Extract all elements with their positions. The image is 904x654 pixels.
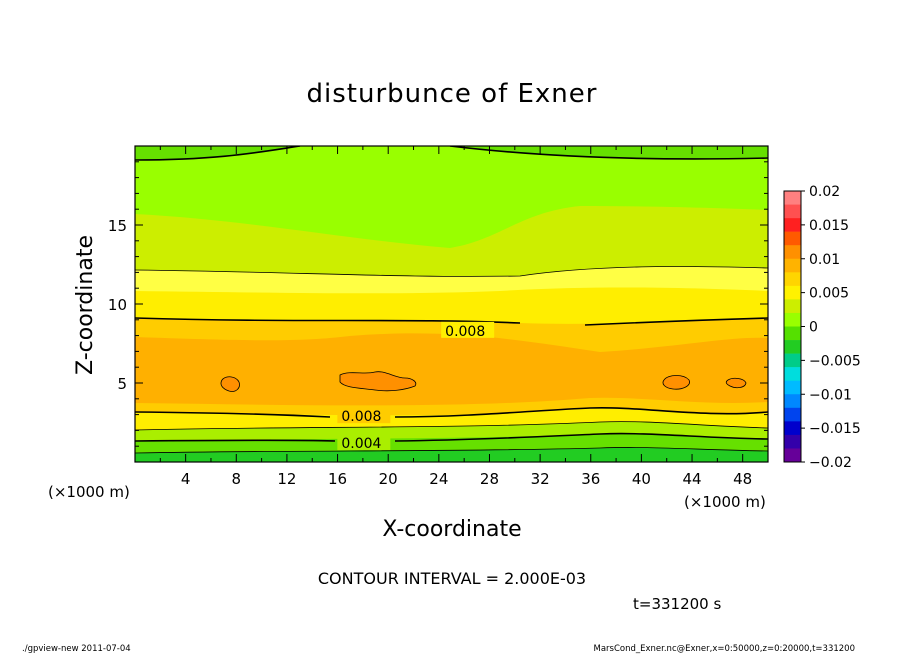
colorbar-cell <box>784 448 801 463</box>
colorbar-cell <box>784 218 801 232</box>
y-tick-label: 10 <box>108 296 127 314</box>
colorbar-cell <box>784 191 801 205</box>
contour-label-bg <box>337 407 391 424</box>
contour-line-9 <box>135 317 768 326</box>
contour-line-top <box>135 146 768 161</box>
contour-label-bg <box>441 321 495 338</box>
colorbar-label: 0.01 <box>809 252 840 268</box>
x-tick-label: 20 <box>379 470 398 488</box>
colorbar-label: 0.02 <box>809 184 840 200</box>
colorbar-cell <box>784 340 801 354</box>
x-axis-label: X-coordinate <box>382 517 521 542</box>
contour-label: 0.008 <box>445 324 485 340</box>
contour-label-bg <box>337 434 391 451</box>
x-tick-label: 32 <box>531 470 550 488</box>
contour-label: 0.008 <box>341 409 381 425</box>
colorbar-cell <box>784 367 801 381</box>
colorbar-cell <box>784 245 801 260</box>
contour-label: 0.004 <box>341 436 381 452</box>
blob-orange-1 <box>220 376 240 392</box>
colorbar-label: −0.01 <box>809 387 852 403</box>
contour-line-12 <box>135 266 768 277</box>
colorbar-cell <box>784 394 801 409</box>
colorbar-cell <box>784 434 801 449</box>
band-green-top <box>135 146 768 160</box>
x-tick-label: 12 <box>277 470 296 488</box>
x-tick-label: 16 <box>328 470 347 488</box>
colorbar-cell <box>784 312 801 327</box>
band-bright-green <box>135 146 768 248</box>
chart-title: disturbunce of Exner <box>307 79 598 109</box>
footer-right-text: MarsCond_Exner.nc@Exner,x=0:50000,z=0:20… <box>593 644 855 654</box>
contour-line-3 <box>135 406 768 418</box>
colorbar-label: −0.015 <box>809 421 861 437</box>
x-tick-label: 8 <box>232 470 242 488</box>
footer-left-text: ./gpview-new 2011-07-04 <box>22 644 131 654</box>
x-tick-label: 4 <box>181 470 191 488</box>
y-tick-label: 5 <box>117 375 127 393</box>
contour-line-2 <box>135 421 768 431</box>
colorbar-cell <box>784 204 801 219</box>
z-unit-label: (×1000 m) <box>684 493 766 511</box>
x-tick-label: 36 <box>581 470 600 488</box>
colorbar-cell <box>784 231 801 246</box>
colorbar-cell <box>784 326 801 341</box>
blob-orange-2 <box>339 371 417 392</box>
colorbar-cell <box>784 421 801 436</box>
colorbar-cell <box>784 353 801 368</box>
colorbar-label: −0.02 <box>809 455 852 471</box>
x-tick-label: 40 <box>632 470 651 488</box>
blob-orange-4 <box>725 377 747 389</box>
contour-line-1 <box>135 432 768 442</box>
colorbar-cell <box>784 272 801 287</box>
x-tick-label: 28 <box>480 470 499 488</box>
colorbar-label: −0.005 <box>809 353 861 369</box>
colorbar-label: 0 <box>809 320 818 336</box>
contour-line-0 <box>135 447 768 454</box>
x-tick-label: 44 <box>682 470 701 488</box>
colorbar-cell <box>784 299 801 314</box>
colorbar-label: 0.015 <box>809 218 849 234</box>
x-tick-label: 48 <box>733 470 752 488</box>
colorbar-label: 0.005 <box>809 286 849 302</box>
blob-orange-3 <box>662 375 690 390</box>
y-axis-label: Z-coordinate <box>73 235 98 375</box>
colorbar-cell <box>784 407 801 422</box>
colorbar: 0.02 0.015 0.01 0.005 0 −0.005 −0.01 −0.015 −0.0… <box>783 184 861 471</box>
colorbar-cell <box>784 258 801 273</box>
time-text: t=331200 s <box>633 595 721 613</box>
x-tick-label: 24 <box>429 470 448 488</box>
colorbar-cell <box>784 285 801 300</box>
x-unit-label: (×1000 m) <box>48 483 130 501</box>
y-tick-label: 15 <box>108 217 127 235</box>
contour-interval-text: CONTOUR INTERVAL = 2.000E-03 <box>318 569 586 588</box>
colorbar-cell <box>784 380 801 395</box>
